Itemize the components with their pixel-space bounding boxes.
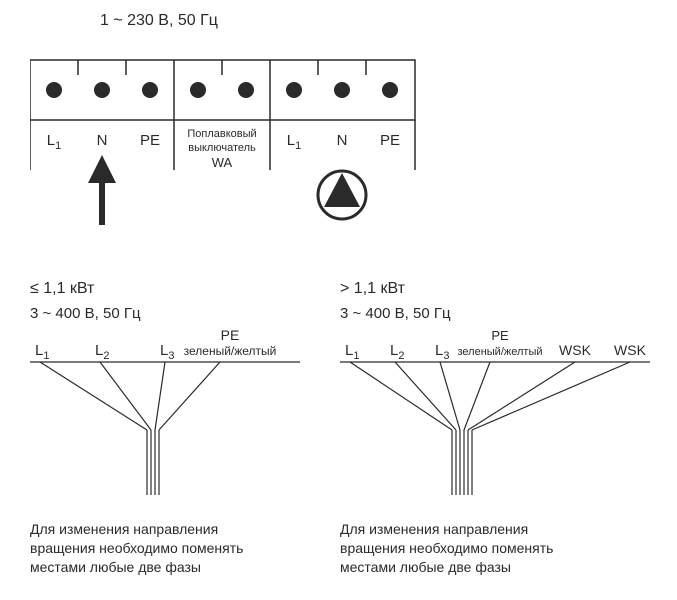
svg-text:WA: WA [212, 155, 233, 170]
svg-text:N: N [97, 132, 108, 149]
svg-text:Поплавковый: Поплавковый [187, 128, 256, 140]
svg-text:PE: PE [491, 328, 509, 343]
svg-text:зеленый/желтый: зеленый/желтый [457, 346, 542, 358]
right-power: > 1,1 кВт [340, 280, 405, 298]
svg-text:PE: PE [140, 132, 160, 149]
header-voltage: 1 ~ 230 В, 50 Гц [100, 12, 218, 30]
svg-text:L3: L3 [160, 342, 174, 362]
svg-text:PE: PE [221, 327, 240, 343]
right-wiring: L1 L2 L3 PE зеленый/желтый WSK WSK [330, 320, 677, 500]
pump-icon [318, 171, 366, 219]
svg-text:WSK: WSK [559, 342, 592, 358]
left-wiring: L1 L2 L3 PE зеленый/желтый [20, 320, 330, 500]
svg-text:L1: L1 [287, 132, 301, 152]
arrow-up-icon [88, 155, 116, 225]
svg-text:выключатель: выключатель [188, 142, 256, 154]
left-power: ≤ 1,1 кВт [30, 280, 94, 298]
svg-text:L2: L2 [95, 342, 109, 362]
svg-text:PE: PE [380, 132, 400, 149]
svg-text:L3: L3 [435, 342, 449, 362]
left-note: Для изменения направления вращения необх… [30, 520, 243, 577]
svg-text:L1: L1 [47, 132, 61, 152]
right-note: Для изменения направления вращения необх… [340, 520, 553, 577]
svg-text:L1: L1 [35, 342, 49, 362]
svg-text:зеленый/желтый: зеленый/желтый [184, 344, 277, 358]
svg-text:L1: L1 [345, 342, 359, 362]
svg-text:L2: L2 [390, 342, 404, 362]
terminal-block: L1 N PE Поплавковый выключатель WA L1 N … [30, 55, 440, 255]
svg-text:WSK: WSK [614, 342, 647, 358]
svg-text:N: N [337, 132, 348, 149]
